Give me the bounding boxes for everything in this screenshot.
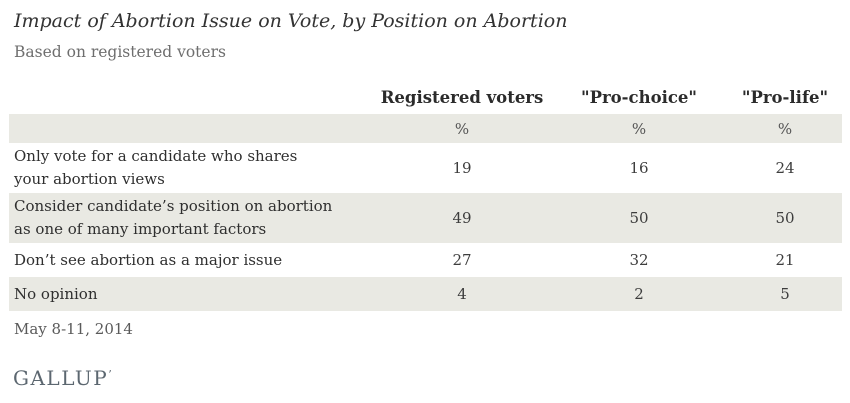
percent-unit-row: % % % xyxy=(9,114,842,143)
table-row: Consider candidate’s position on abortio… xyxy=(9,193,842,243)
gallup-wordmark: GALLUP xyxy=(13,366,109,390)
table-header-row: Registered voters "Pro-choice" "Pro-life… xyxy=(9,80,842,114)
row-label: Only vote for a candidate who shares your… xyxy=(14,147,298,188)
table-row: Don’t see abortion as a major issue 27 3… xyxy=(9,243,842,277)
percent-sign: % xyxy=(631,119,647,138)
page-title: Impact of Abortion Issue on Vote, by Pos… xyxy=(14,10,568,32)
row-value: 4 xyxy=(457,285,467,303)
row-value: 50 xyxy=(775,209,795,227)
survey-date: May 8-11, 2014 xyxy=(14,320,133,338)
row-value: 32 xyxy=(629,251,649,269)
row-value: 49 xyxy=(452,209,472,227)
row-label: No opinion xyxy=(14,284,98,303)
row-value: 27 xyxy=(452,251,472,269)
trademark-mark: ’ xyxy=(108,368,112,381)
row-value: 50 xyxy=(629,209,649,227)
column-header-registered-voters: Registered voters xyxy=(380,87,544,107)
row-value: 2 xyxy=(634,285,644,303)
row-value: 5 xyxy=(780,285,790,303)
percent-sign: % xyxy=(454,119,470,138)
row-value: 19 xyxy=(452,159,472,177)
table-row: Only vote for a candidate who shares your… xyxy=(9,143,842,193)
column-header-pro-choice: "Pro-choice" xyxy=(580,87,697,107)
row-label: Don’t see abortion as a major issue xyxy=(14,250,283,269)
page-subtitle: Based on registered voters xyxy=(14,43,226,61)
row-value: 21 xyxy=(775,251,795,269)
row-value: 24 xyxy=(775,159,795,177)
poll-results-table: Registered voters "Pro-choice" "Pro-life… xyxy=(9,80,842,311)
row-value: 16 xyxy=(629,159,649,177)
row-label: Consider candidate’s position on abortio… xyxy=(14,197,333,238)
column-header-pro-life: "Pro-life" xyxy=(741,87,829,107)
table-row: No opinion 4 2 5 xyxy=(9,277,842,311)
percent-sign: % xyxy=(777,119,793,138)
table-body: Only vote for a candidate who shares your… xyxy=(9,143,842,311)
gallup-logo: GALLUP’ xyxy=(13,366,112,390)
